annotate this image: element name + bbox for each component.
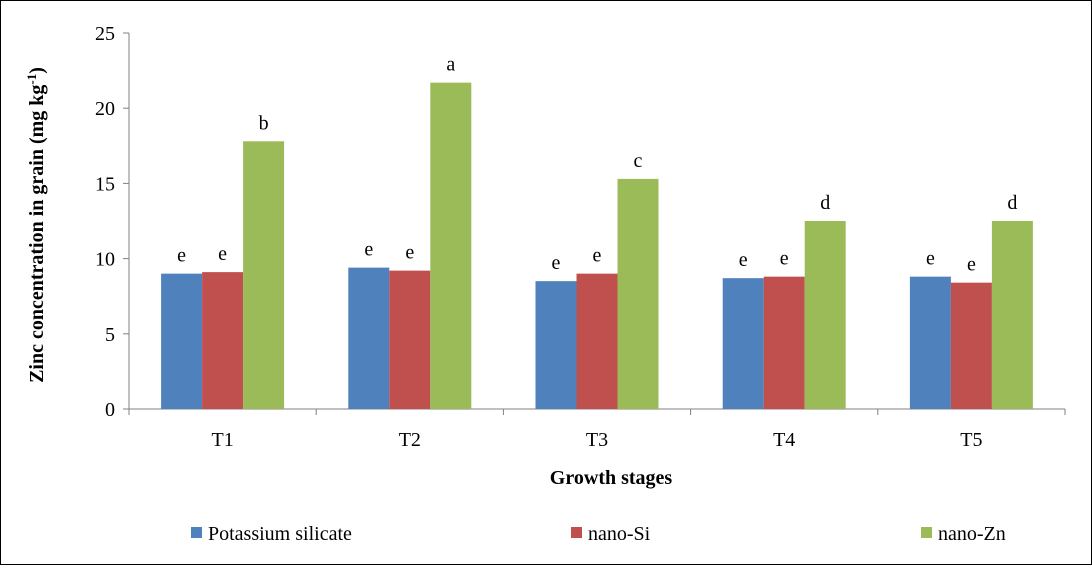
x-axis-title: Growth stages xyxy=(550,467,673,489)
y-tick-label: 5 xyxy=(105,324,115,346)
x-tick-label: T3 xyxy=(586,429,608,451)
legend-label: nano-Si xyxy=(588,523,651,545)
bar xyxy=(202,272,244,409)
y-tick-label: 25 xyxy=(95,23,115,45)
significance-letter: c xyxy=(634,150,643,172)
significance-letter: e xyxy=(405,242,414,264)
bar xyxy=(430,82,472,409)
significance-letter: e xyxy=(218,243,227,265)
legend: Potassium silicate nano-Si nano-Zn xyxy=(191,523,1006,545)
significance-letter: e xyxy=(967,254,976,276)
significance-letter: d xyxy=(820,192,830,214)
y-tick-label: 20 xyxy=(95,98,115,120)
y-tick-label: 10 xyxy=(95,249,115,271)
bar xyxy=(161,273,203,409)
y-axis-title-main: Zinc concentration in grain (mg kg xyxy=(26,85,48,383)
x-tick-label: T4 xyxy=(773,429,795,451)
y-axis-title-close: ) xyxy=(26,67,48,74)
significance-letter: e xyxy=(780,248,789,270)
significance-letter: e xyxy=(177,245,186,267)
x-axis: T1 T2 T3 T4 T5 xyxy=(128,408,1066,451)
significance-letter: e xyxy=(364,239,373,261)
bar xyxy=(617,178,659,409)
y-axis: 0 5 10 15 20 25 xyxy=(95,23,130,421)
legend-label: nano-Zn xyxy=(938,523,1006,545)
bar xyxy=(991,221,1033,409)
bar xyxy=(804,221,846,409)
y-axis-title-superscript: -1 xyxy=(24,74,39,85)
bar xyxy=(763,276,805,409)
legend-swatch xyxy=(921,527,932,538)
bars xyxy=(161,82,1033,409)
x-tick-label: T1 xyxy=(211,429,233,451)
bar xyxy=(535,281,577,409)
legend-swatch xyxy=(191,527,202,538)
bar xyxy=(722,278,764,409)
legend-swatch xyxy=(571,527,582,538)
significance-letter: a xyxy=(446,54,455,76)
legend-label: Potassium silicate xyxy=(208,523,352,545)
y-tick-label: 0 xyxy=(105,399,115,421)
significance-letter: b xyxy=(259,112,269,134)
y-axis-title: Zinc concentration in grain (mg kg-1) xyxy=(24,67,49,383)
bar xyxy=(950,282,992,409)
x-tick-label: T5 xyxy=(960,429,982,451)
significance-letter: e xyxy=(739,249,748,271)
bar xyxy=(243,141,285,409)
significance-letter: e xyxy=(593,245,602,267)
significance-letter: e xyxy=(552,252,561,274)
significance-letter: e xyxy=(926,248,935,270)
y-tick-label: 15 xyxy=(95,173,115,195)
bar xyxy=(576,273,618,409)
bar xyxy=(909,276,951,409)
significance-letter: d xyxy=(1007,192,1017,214)
bar xyxy=(348,267,390,409)
bar xyxy=(389,270,431,409)
x-tick-label: T2 xyxy=(399,429,421,451)
significance-labels: e e e e e e e e e e b a c d d xyxy=(177,54,1017,276)
